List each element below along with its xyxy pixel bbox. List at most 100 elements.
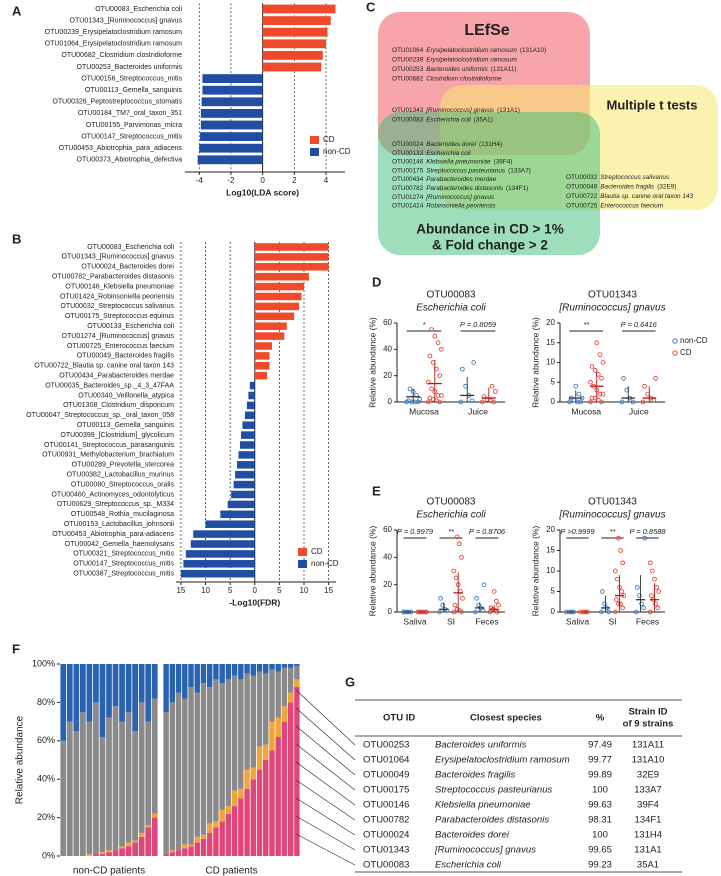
legend-label: CD	[323, 135, 335, 144]
data-point	[616, 535, 621, 541]
stack-segment	[200, 664, 207, 684]
stack-segment	[281, 667, 288, 707]
data-point	[427, 353, 433, 359]
connector	[295, 707, 356, 761]
bar	[242, 421, 255, 429]
annotation: P >0.9999	[560, 527, 595, 536]
data-point	[613, 597, 619, 603]
data-point	[589, 395, 595, 401]
stack-segment	[99, 852, 106, 855]
connector	[295, 797, 356, 836]
category-label: OTU00682_Clostridium clostridioforme	[61, 52, 182, 59]
category-label: OTU00321_Streptococcus_mitis	[73, 551, 174, 558]
stack-segment	[206, 832, 213, 856]
stack-segment	[66, 664, 73, 722]
stack-segment	[294, 679, 300, 688]
category-label: OTU01424_Robinsoniella peoriensis	[60, 293, 175, 300]
species: Blautia sp. canine oral taxon 143	[600, 193, 693, 200]
x-tick-label: Feces	[636, 616, 659, 626]
otu-id: OTU01343	[392, 107, 424, 114]
stack-segment	[269, 750, 275, 856]
data-point	[637, 593, 642, 598]
data-point	[456, 541, 462, 547]
stack-segment	[188, 846, 194, 856]
category-label: OTU00049_Bacteroides fragilis	[77, 353, 175, 360]
y-tick-label: 10	[546, 566, 555, 575]
stack-segment	[213, 827, 219, 856]
y-tick-label: 20	[546, 318, 555, 327]
stack-segment	[125, 712, 132, 843]
connector	[295, 815, 356, 851]
table-cell: OTU01343	[363, 845, 409, 856]
table-cell: Escherichia coli	[435, 860, 502, 871]
category-label: OTU00080_Streptococcus_oralis	[71, 481, 175, 488]
bar	[240, 441, 255, 449]
category-label: OTU00047_Streptococcus_sp._oral_taxon_05…	[26, 412, 174, 419]
stack-segment	[194, 664, 200, 693]
x-tick-label: 15	[324, 586, 333, 595]
x-tick-label: -2	[227, 176, 235, 185]
stack-segment	[182, 698, 188, 845]
stack-segment	[151, 698, 158, 814]
y-axis-label: Relative abundance	[15, 715, 26, 804]
table-cell: 98.31	[588, 815, 612, 826]
data-point	[567, 399, 572, 405]
data-point	[653, 601, 658, 607]
category-label: OTU00340_Veillonella_atypica	[78, 392, 174, 399]
table-cell: 99.23	[588, 860, 612, 871]
data-point	[437, 609, 442, 615]
data-point	[600, 360, 606, 365]
stack-segment	[238, 788, 244, 799]
data-point	[598, 609, 604, 615]
bar	[262, 50, 323, 60]
stack-segment	[225, 679, 232, 807]
otu-id: OTU00682	[392, 75, 424, 82]
stack-segment	[250, 767, 257, 780]
category-label: OTU00156_Streptococcus_mitis	[81, 75, 182, 82]
x-tick-label: 10	[201, 586, 210, 595]
category-label: OTU00434_Parabacteroides merdae	[59, 373, 174, 380]
data-point	[438, 595, 443, 601]
x-tick-label: Juice	[629, 406, 649, 416]
stack-segment	[213, 679, 219, 822]
venn-item: OTU00049 Bacteroides fragilis (32E9)	[566, 183, 676, 190]
legend-label: non-CD	[323, 147, 351, 156]
species: Parabacteroides distasonis	[426, 185, 504, 192]
table-cell: 99.63	[588, 800, 612, 811]
table-cell: 131H4	[634, 830, 662, 841]
data-point	[600, 391, 606, 397]
species: Bacteroides fragilis	[600, 183, 655, 190]
data-point	[654, 585, 659, 590]
data-point	[619, 589, 624, 594]
data-point	[479, 399, 485, 405]
category-label: OTU00042_Gemella_haemolysans	[65, 541, 175, 548]
bar	[235, 470, 255, 479]
category-label: OTU00453_Abiotrophia_para_adiacens	[59, 145, 183, 152]
chart-title: OTU00083	[427, 497, 476, 508]
data-point	[578, 399, 583, 405]
stack-segment	[80, 664, 86, 712]
data-point	[653, 375, 658, 381]
venn-item: OTU00782 Parabacteroides distasonis (134F1…	[392, 185, 528, 192]
x-tick-label: Saliva	[403, 616, 426, 626]
species: Erysipelatoclostridium ramosum	[426, 47, 517, 54]
x-tick-label: 4	[324, 176, 329, 185]
otu-id: OTU00722	[566, 193, 598, 200]
data-point	[647, 560, 653, 566]
x-tick-label: 0	[253, 586, 258, 595]
category-label: OTU00141_Streptococcus_parasanguinis	[44, 442, 174, 449]
bar	[200, 132, 263, 142]
data-point	[606, 609, 611, 615]
data-point	[615, 576, 620, 582]
bar	[262, 27, 328, 37]
stack-segment	[256, 671, 263, 747]
bar	[185, 550, 255, 558]
data-point	[429, 386, 434, 392]
x-tick-label: 5	[277, 586, 282, 595]
stack-segment	[182, 844, 188, 849]
connector	[295, 725, 356, 776]
category-label: OTU00147_Streptococcus_mitis	[73, 561, 174, 568]
stack-segment	[66, 721, 73, 856]
bar	[254, 243, 329, 251]
